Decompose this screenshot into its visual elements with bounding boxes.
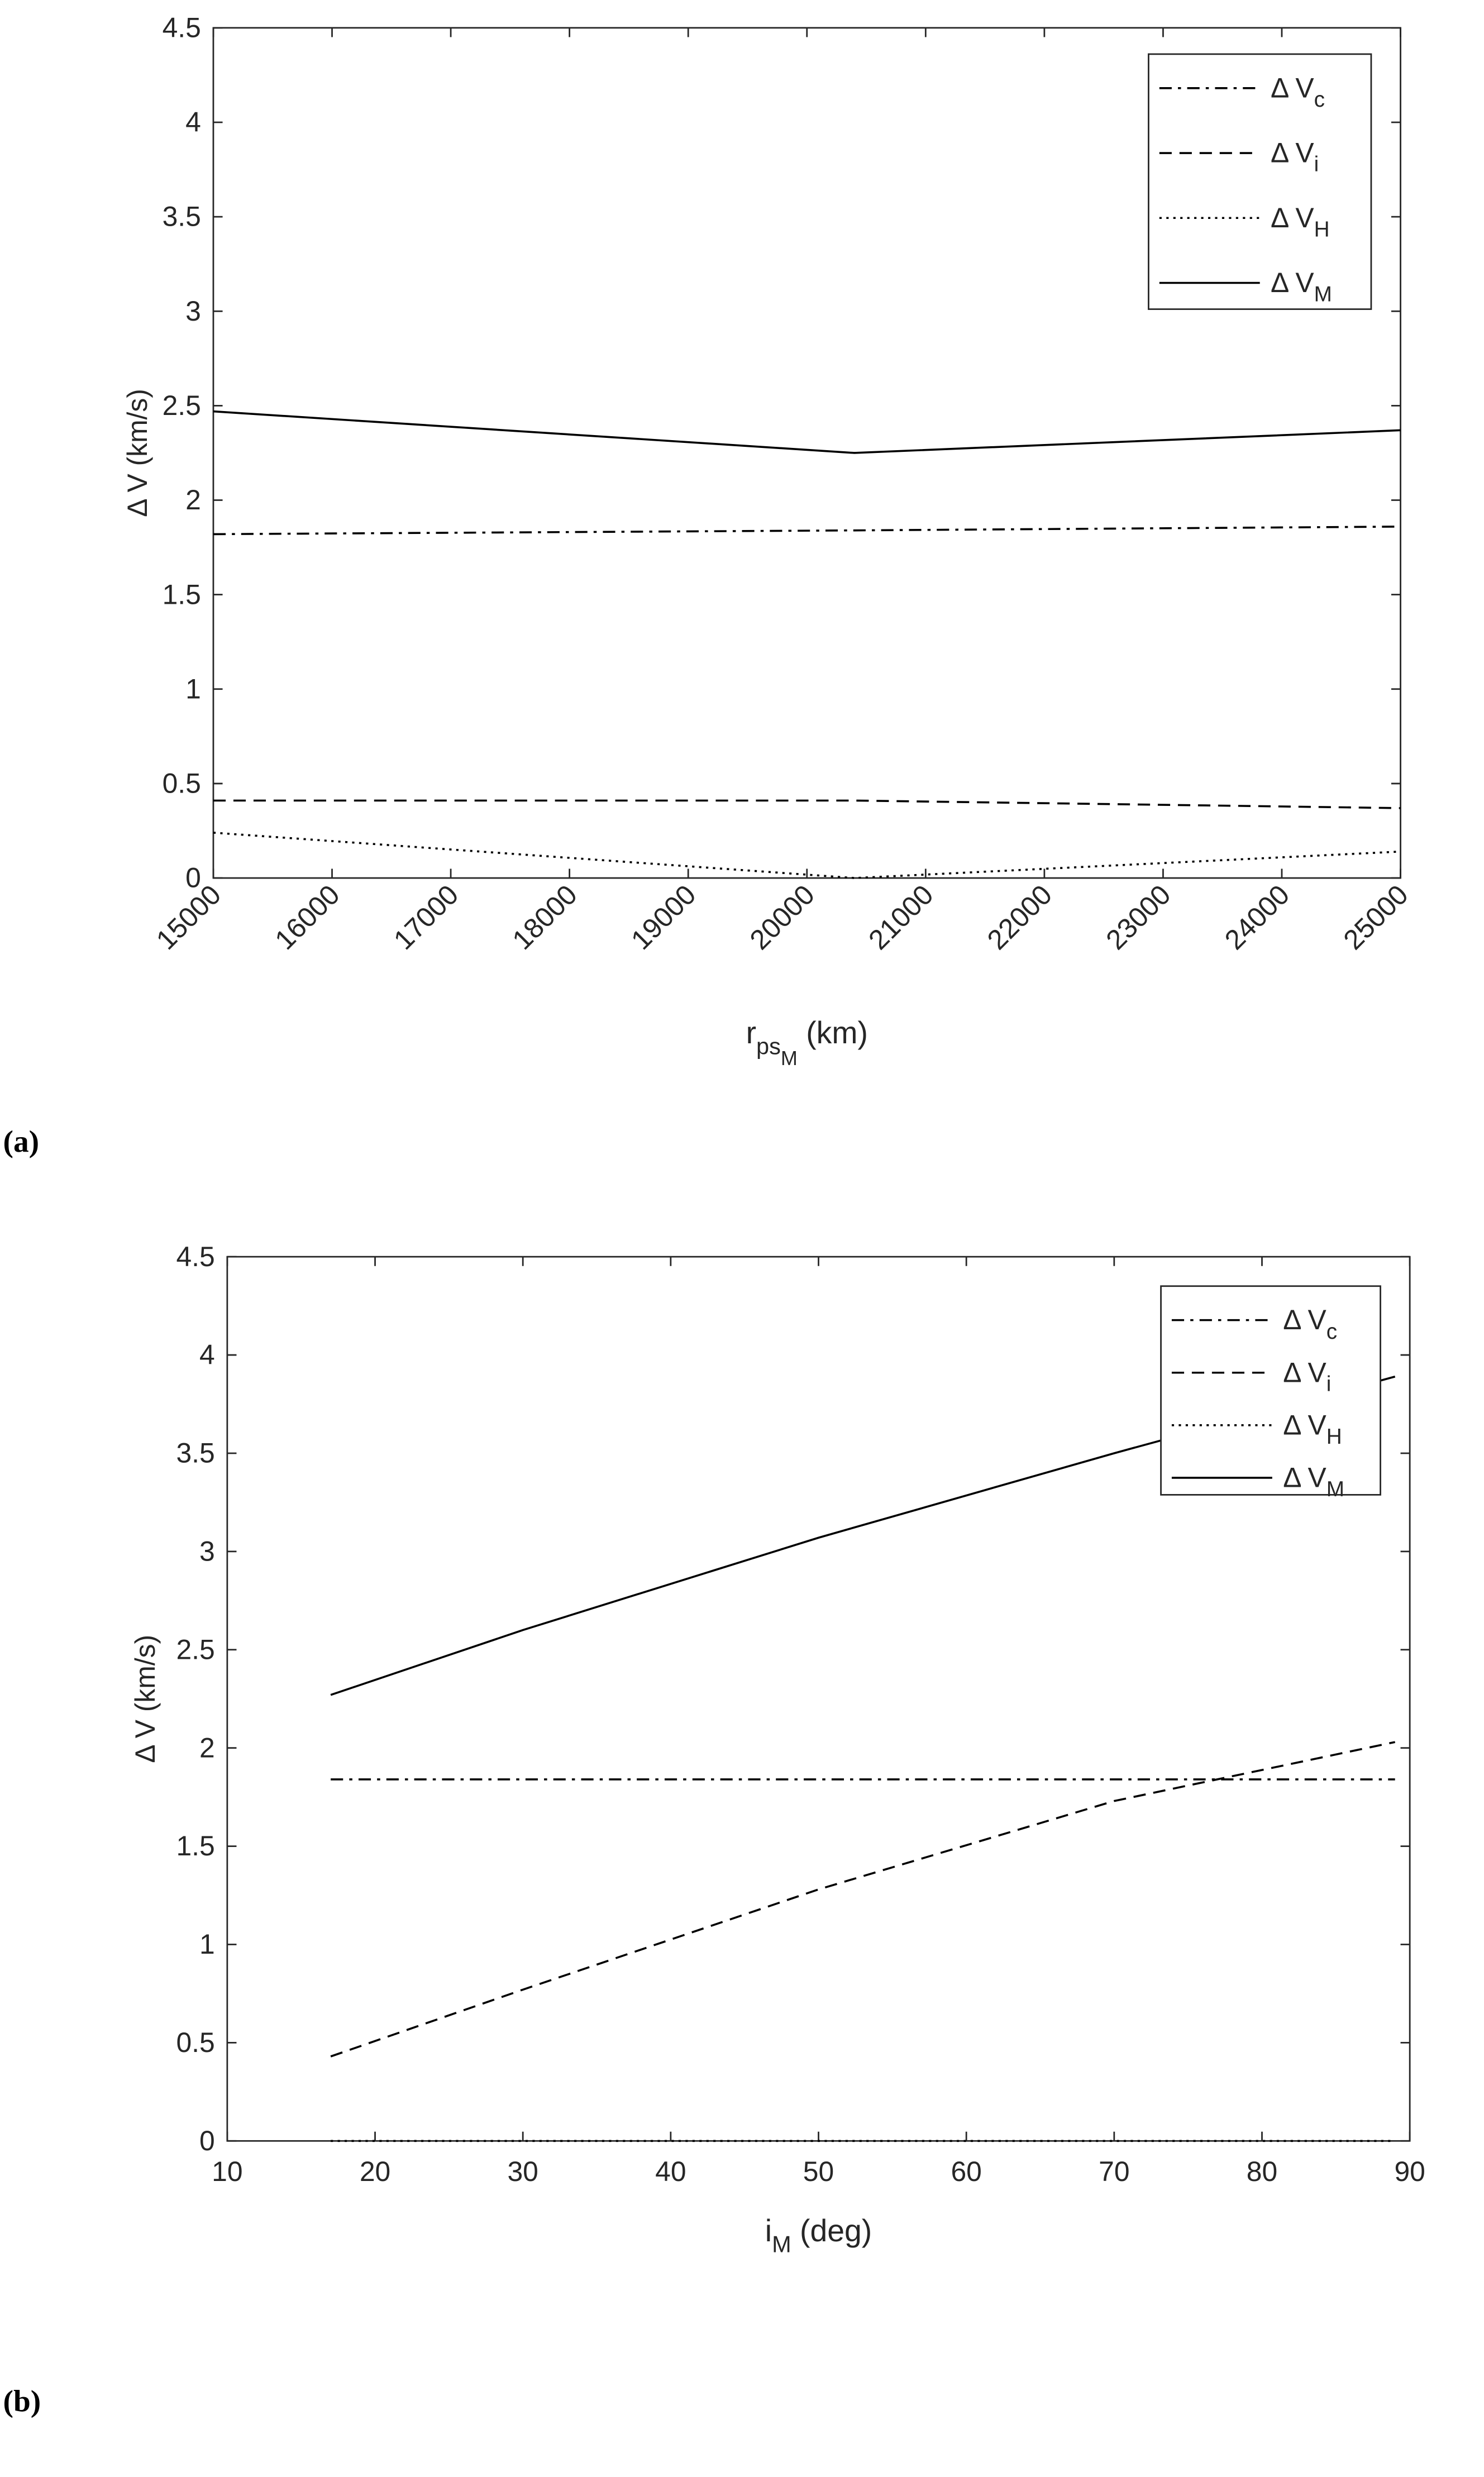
y-tick-label: 1 bbox=[185, 673, 201, 704]
x-tick-label: 40 bbox=[655, 2156, 686, 2187]
x-axis-label: rpsM (km) bbox=[746, 1015, 868, 1070]
y-tick-label: 0.5 bbox=[176, 2027, 214, 2058]
panel-label: (a) bbox=[3, 1124, 40, 1158]
y-tick-label: 0.5 bbox=[163, 768, 201, 799]
y-tick-label: 1 bbox=[199, 1929, 215, 1960]
x-tick-label: 50 bbox=[803, 2156, 834, 2187]
y-tick-label: 3 bbox=[199, 1535, 215, 1567]
y-tick-label: 2.5 bbox=[163, 390, 201, 421]
legend-label: Δ VH bbox=[1283, 1409, 1342, 1449]
x-tick-label: 23000 bbox=[1100, 879, 1177, 956]
x-tick-label: 22000 bbox=[981, 879, 1058, 956]
legend-name: Δ V bbox=[1283, 1462, 1326, 1493]
x-tick-label: 70 bbox=[1099, 2156, 1129, 2187]
legend-name: Δ V bbox=[1271, 267, 1314, 298]
y-tick-label: 2 bbox=[185, 484, 201, 516]
legend-label: Δ Vi bbox=[1271, 137, 1319, 177]
x-axis-label-part: (deg) bbox=[791, 2213, 872, 2248]
x-axis-label-part: ps bbox=[756, 1033, 781, 1059]
legend-sub: M bbox=[1326, 1477, 1344, 1501]
x-axis-label-part: (km) bbox=[798, 1015, 868, 1050]
legend-name: Δ V bbox=[1283, 1304, 1326, 1335]
x-tick-label: 21000 bbox=[862, 879, 939, 956]
legend-name: Δ V bbox=[1283, 1357, 1326, 1388]
x-tick-label: 24000 bbox=[1219, 879, 1296, 956]
legend-sub: c bbox=[1326, 1320, 1337, 1344]
x-axis-label-part: r bbox=[746, 1015, 756, 1050]
y-tick-label: 1.5 bbox=[163, 579, 201, 610]
x-tick-label: 10 bbox=[212, 2156, 242, 2187]
x-tick-label: 80 bbox=[1247, 2156, 1277, 2187]
legend-box bbox=[1160, 1285, 1381, 1496]
x-tick-label: 17000 bbox=[388, 879, 465, 956]
legend-name: Δ V bbox=[1271, 137, 1314, 169]
x-tick-label: 30 bbox=[507, 2156, 538, 2187]
legend-label: Δ VM bbox=[1283, 1462, 1344, 1502]
y-tick-label: 2 bbox=[199, 1732, 215, 1763]
legend-label: Δ Vi bbox=[1283, 1357, 1331, 1396]
legend-sub: c bbox=[1314, 88, 1325, 112]
line-series bbox=[213, 799, 1401, 809]
legend-name: Δ V bbox=[1283, 1409, 1326, 1440]
y-axis-label: Δ V (km/s) bbox=[122, 389, 153, 517]
legend-label: Δ VM bbox=[1271, 267, 1332, 307]
x-tick-label: 20 bbox=[360, 2156, 390, 2187]
y-tick-label: 3 bbox=[185, 295, 201, 327]
legend-label: Δ VH bbox=[1271, 202, 1330, 242]
line-series bbox=[213, 526, 1401, 536]
x-tick-label: 25000 bbox=[1337, 879, 1414, 956]
x-axis-label-part: M bbox=[781, 1047, 798, 1070]
y-tick-label: 4 bbox=[185, 107, 201, 138]
y-tick-label: 0 bbox=[185, 862, 201, 894]
legend-label: Δ Vc bbox=[1271, 72, 1325, 112]
y-tick-label: 2.5 bbox=[176, 1634, 214, 1665]
x-tick-label: 16000 bbox=[269, 879, 346, 956]
y-tick-label: 3.5 bbox=[163, 201, 201, 232]
legend-sub: M bbox=[1314, 283, 1332, 307]
x-tick-label: 20000 bbox=[744, 879, 821, 956]
y-tick-label: 4.5 bbox=[163, 12, 201, 43]
panel-label: (b) bbox=[3, 2384, 41, 2418]
x-tick-label: 60 bbox=[951, 2156, 981, 2187]
legend-sub: H bbox=[1314, 217, 1330, 241]
chart: 00.511.522.533.544.510 20 30 40 50 60 70 80 90iM… bbox=[3, 1241, 1425, 2418]
y-tick-label: 0 bbox=[199, 2125, 215, 2156]
line-series bbox=[213, 410, 1401, 454]
y-tick-label: 4 bbox=[199, 1339, 215, 1371]
x-axis-label: iM (deg) bbox=[765, 2213, 872, 2257]
legend-sub: H bbox=[1326, 1425, 1342, 1449]
x-tick-label: 90 bbox=[1394, 2156, 1425, 2187]
legend-box bbox=[1148, 53, 1372, 310]
y-tick-label: 3.5 bbox=[176, 1438, 214, 1469]
legend-sub: i bbox=[1314, 152, 1319, 176]
legend-name: Δ V bbox=[1271, 202, 1314, 233]
x-tick-label: 19000 bbox=[625, 879, 702, 956]
legend-sub: i bbox=[1326, 1372, 1332, 1396]
y-tick-label: 4.5 bbox=[176, 1241, 214, 1272]
legend-label: Δ Vc bbox=[1283, 1304, 1337, 1344]
legend-name: Δ V bbox=[1271, 72, 1314, 103]
y-axis-label: Δ V (km/s) bbox=[130, 1635, 161, 1763]
x-axis-label-part: i bbox=[765, 2213, 772, 2248]
x-tick-label: 18000 bbox=[506, 879, 583, 956]
y-tick-label: 1.5 bbox=[176, 1830, 214, 1862]
x-axis-label-part: M bbox=[772, 2231, 791, 2258]
